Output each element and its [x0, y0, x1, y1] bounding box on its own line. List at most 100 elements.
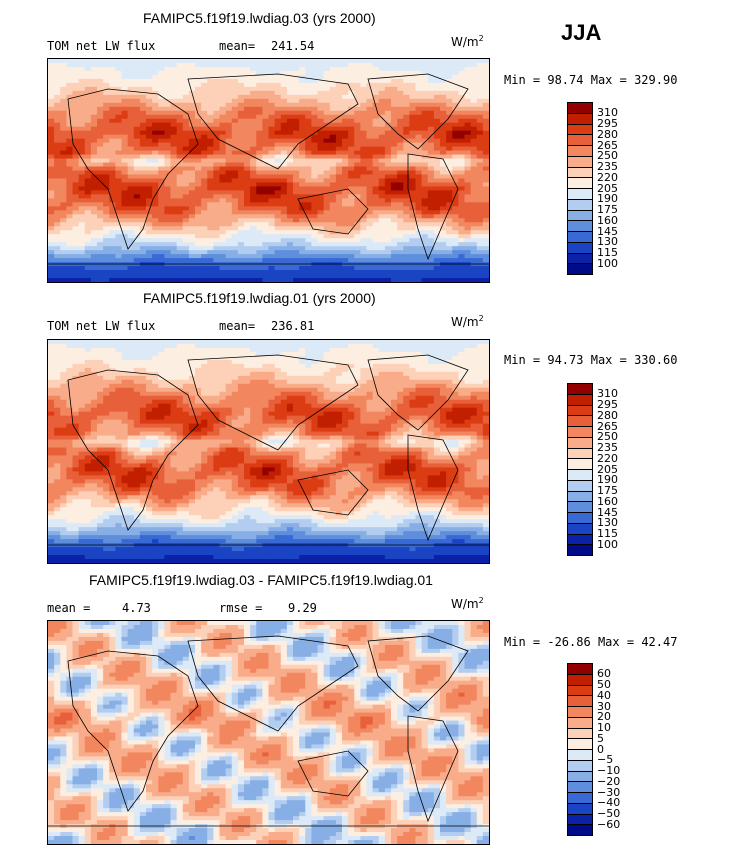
field-cell	[335, 110, 343, 116]
field-cell	[54, 351, 61, 357]
field-cell	[262, 202, 270, 207]
field-cell	[133, 367, 141, 373]
field-cell	[121, 242, 129, 247]
field-cell	[170, 154, 178, 160]
colorbar-tick-label: 115	[597, 246, 618, 259]
field-cell	[286, 66, 294, 72]
field-cell	[127, 94, 135, 100]
field-cell	[195, 90, 202, 96]
field-cell	[121, 359, 129, 365]
field-cell	[146, 198, 153, 203]
field-cell	[482, 194, 489, 199]
field-cell	[72, 162, 80, 168]
field-cell	[176, 198, 184, 203]
field-cell	[323, 340, 331, 345]
field-cell	[250, 106, 257, 112]
field-cell	[329, 98, 337, 104]
field-cell	[146, 266, 153, 271]
field-cell	[54, 158, 61, 164]
field-cell	[262, 270, 270, 275]
field-cell	[103, 174, 110, 180]
field-cell	[378, 90, 386, 96]
field-cell	[139, 258, 147, 263]
field-cell	[372, 351, 380, 357]
field-cell	[366, 174, 374, 180]
field-cell	[476, 122, 484, 128]
field-cell	[188, 82, 196, 88]
field-cell	[225, 182, 233, 188]
field-cell	[188, 222, 196, 227]
field-cell	[237, 242, 245, 247]
field-cell	[409, 383, 417, 389]
field-cell	[256, 359, 263, 365]
field-cell	[207, 347, 214, 353]
field-cell	[103, 359, 110, 365]
field-cell	[115, 66, 123, 72]
field-cell	[360, 367, 368, 373]
field-cell	[213, 198, 221, 203]
field-cell	[164, 106, 172, 112]
field-cell	[391, 367, 398, 373]
field-cell	[225, 343, 233, 349]
field-cell	[158, 222, 165, 227]
field-cell	[311, 367, 319, 373]
field-cell	[182, 178, 190, 184]
field-cell	[286, 367, 294, 373]
field-cell	[121, 202, 129, 207]
field-cell	[188, 138, 196, 144]
field-cell	[219, 98, 227, 104]
field-cell	[305, 70, 312, 76]
field-cell	[256, 246, 263, 251]
field-cell	[317, 347, 325, 353]
field-cell	[329, 355, 337, 361]
field-cell	[342, 202, 349, 207]
field-cell	[391, 174, 398, 180]
field-cell	[115, 250, 123, 255]
field-cell	[213, 102, 221, 108]
field-cell	[219, 166, 227, 172]
field-cell	[176, 234, 184, 239]
field-cell	[403, 198, 410, 203]
field-cell	[482, 270, 489, 275]
field-cell	[268, 214, 276, 219]
field-cell	[452, 66, 459, 72]
field-cell	[274, 347, 282, 353]
field-cell	[182, 351, 190, 357]
field-cell	[182, 234, 190, 239]
field-cell	[470, 182, 478, 188]
field-cell	[415, 90, 423, 96]
field-cell	[274, 343, 282, 349]
field-cell	[323, 154, 331, 160]
field-cell	[482, 218, 489, 223]
field-cell	[299, 351, 306, 357]
field-cell	[354, 59, 361, 64]
field-cell	[48, 82, 55, 88]
field-cell	[207, 114, 214, 120]
field-cell	[372, 238, 380, 243]
field-cell	[323, 62, 331, 68]
field-cell	[329, 387, 337, 393]
field-cell	[378, 186, 386, 192]
field-cell	[262, 90, 270, 96]
field-cell	[391, 142, 398, 148]
field-cell	[403, 59, 410, 64]
field-cell	[366, 278, 374, 282]
field-cell	[280, 254, 288, 259]
field-cell	[231, 254, 239, 259]
field-cell	[84, 62, 92, 68]
field-cell	[293, 170, 300, 176]
field-cell	[256, 170, 263, 176]
field-cell	[60, 206, 67, 211]
field-cell	[470, 359, 478, 365]
field-cell	[470, 150, 478, 156]
field-cell	[170, 158, 178, 164]
field-cell	[231, 186, 239, 192]
field-cell	[335, 178, 343, 184]
field-cell	[440, 170, 447, 176]
field-cell	[176, 110, 184, 116]
field-cell	[280, 343, 288, 349]
field-cell	[66, 74, 74, 80]
field-cell	[213, 340, 221, 345]
field-cell	[378, 178, 386, 184]
field-cell	[360, 174, 368, 180]
